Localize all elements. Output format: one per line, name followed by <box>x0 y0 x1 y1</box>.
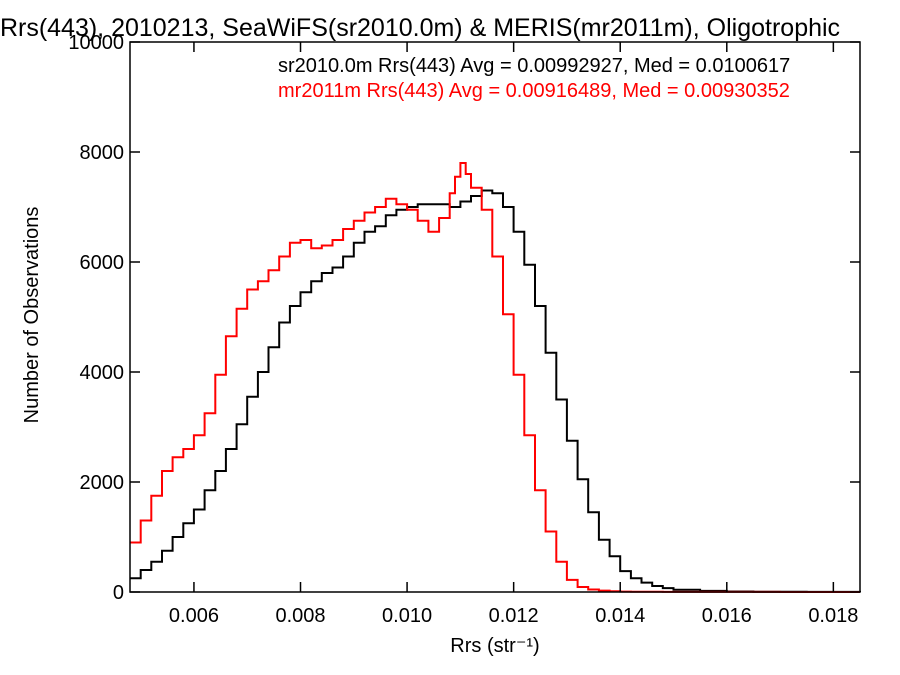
x-tick-label: 0.014 <box>595 605 645 627</box>
series-line-0 <box>130 189 861 593</box>
x-tick-label: 0.012 <box>489 605 539 627</box>
chart-title: Rrs(443), 2010213, SeaWiFS(sr2010.0m) & … <box>0 14 840 42</box>
plot-frame <box>129 41 861 593</box>
x-axis-label: Rrs (str⁻¹) <box>450 635 539 657</box>
x-tick-label: 0.006 <box>169 605 219 627</box>
y-axis: 0 2000 4000 6000 8000 10000 <box>68 32 860 604</box>
y-tick-label: 10000 <box>68 32 124 54</box>
x-axis: 0.006 0.008 0.010 0.012 0.014 0.016 0.018 <box>169 42 858 627</box>
annotation-sr2010-stats: sr2010.0m Rrs(443) Avg = 0.00992927, Med… <box>278 55 790 77</box>
annotation-mr2011-stats: mr2011m Rrs(443) Avg = 0.00916489, Med =… <box>278 80 790 102</box>
x-tick-label: 0.018 <box>808 605 858 627</box>
y-tick-label: 4000 <box>80 362 125 384</box>
y-axis-label: Number of Observations <box>21 207 43 424</box>
y-tick-label: 8000 <box>80 142 125 164</box>
series-layer <box>130 162 861 593</box>
y-tick-label: 0 <box>113 582 124 604</box>
y-tick-label: 2000 <box>80 472 125 494</box>
y-tick-label: 6000 <box>80 252 125 274</box>
series-line-1 <box>130 162 860 593</box>
x-tick-label: 0.008 <box>275 605 325 627</box>
x-tick-label: 0.016 <box>702 605 752 627</box>
x-tick-label: 0.010 <box>382 605 432 627</box>
